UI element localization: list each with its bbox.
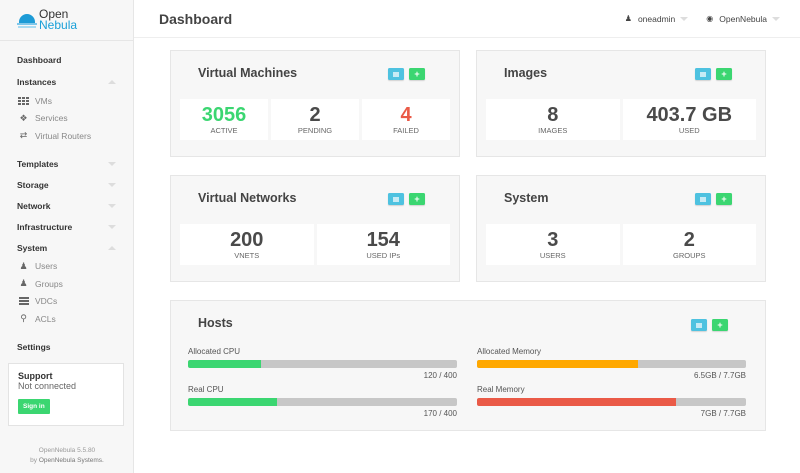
- sidebar-item-dashboard[interactable]: Dashboard: [17, 55, 62, 65]
- list-icon: [393, 196, 399, 202]
- main-content: Dashboard ♟ oneadmin ◉ OpenNebula Virtua…: [134, 0, 800, 473]
- list-icon: [696, 322, 702, 328]
- panel-title: Virtual Machines: [198, 66, 298, 80]
- sidebar-item-storage[interactable]: Storage: [0, 175, 133, 196]
- version-text: OpenNebula 5.5.80: [38, 447, 96, 454]
- sidebar-item-instances[interactable]: Instances: [0, 72, 133, 92]
- users-icon: ♟: [19, 278, 28, 289]
- system-panel: System + 3 USERS 2 GROUPS: [476, 175, 766, 282]
- add-vnet-button[interactable]: +: [409, 193, 425, 205]
- grid-icon: [18, 96, 29, 106]
- sidebar-item-settings[interactable]: Settings: [17, 341, 51, 352]
- list-icon: [700, 196, 706, 202]
- key-icon: ⚲: [20, 313, 27, 324]
- page-title: Dashboard: [159, 10, 233, 27]
- real-cpu-meter: Real CPU 170 / 400: [188, 385, 457, 418]
- list-view-button[interactable]: [695, 193, 711, 205]
- stat-failed[interactable]: 4 FAILED: [362, 99, 450, 140]
- stat-vnets[interactable]: 200 VNETS: [180, 224, 314, 265]
- list-view-button[interactable]: [388, 68, 404, 80]
- panel-title: Hosts: [198, 316, 233, 330]
- stat-users[interactable]: 3 USERS: [486, 224, 620, 265]
- caret-down-icon: [772, 16, 780, 21]
- add-user-button[interactable]: +: [716, 193, 732, 205]
- caret-down-icon: [108, 225, 116, 229]
- sidebar-item-services[interactable]: ❖ Services: [19, 112, 68, 124]
- sidebar-item-virtual-routers[interactable]: ⇄ Virtual Routers: [19, 130, 92, 141]
- sidebar-item-vdcs[interactable]: VDCs: [0, 293, 133, 311]
- stat-groups[interactable]: 2 GROUPS: [622, 224, 756, 265]
- images-panel: Images + 8 IMAGES 403.7 GB USED: [476, 50, 766, 157]
- sidebar-item-templates[interactable]: Templates: [0, 154, 133, 175]
- sidebar-item-users[interactable]: ♟ Users: [19, 260, 58, 272]
- progress-bar: [188, 360, 457, 368]
- brand-line2: Nebula: [39, 18, 78, 32]
- cubes-icon: ❖: [19, 112, 28, 123]
- hosts-panel: Hosts + Allocated CPU 120 / 400 Real CPU…: [170, 300, 766, 431]
- support-box: Support Not connected Sign in: [8, 363, 124, 426]
- allocated-cpu-meter: Allocated CPU 120 / 400: [188, 347, 457, 380]
- caret-up-icon: [108, 245, 116, 250]
- caret-down-icon: [108, 204, 116, 208]
- topbar: Dashboard ♟ oneadmin ◉ OpenNebula: [134, 0, 800, 38]
- progress-bar: [477, 398, 746, 406]
- progress-bar: [188, 398, 457, 406]
- real-memory-meter: Real Memory 7GB / 7.7GB: [477, 385, 746, 418]
- footer: OpenNebula 5.5.80 by OpenNebula Systems.: [0, 446, 134, 466]
- caret-up-icon: [108, 80, 116, 84]
- brand-line1: Open: [39, 7, 69, 21]
- logo[interactable]: Open Nebula: [0, 0, 133, 41]
- sidebar-item-acls[interactable]: ⚲ ACLs: [0, 310, 133, 328]
- user-icon: ♟: [624, 14, 632, 23]
- caret-down-icon: [108, 183, 116, 187]
- sidebar-nav: Dashboard Instances VMs ❖ Services ⇄ Vir…: [0, 41, 133, 357]
- stat-pending[interactable]: 2 PENDING: [271, 99, 359, 140]
- stat-used[interactable]: 403.7 GB USED: [622, 99, 756, 140]
- zone-menu[interactable]: ◉ OpenNebula: [706, 14, 780, 24]
- panel-title: Images: [504, 66, 548, 80]
- user-menu[interactable]: ♟ oneadmin: [625, 14, 689, 24]
- support-title: Support: [18, 371, 53, 381]
- sidebar-item-network[interactable]: Network: [0, 196, 133, 217]
- add-image-button[interactable]: +: [716, 68, 732, 80]
- stat-used-ips[interactable]: 154 USED IPs: [316, 224, 450, 265]
- globe-icon: ◉: [706, 14, 714, 23]
- panel-title: System: [504, 191, 549, 205]
- add-host-button[interactable]: +: [712, 319, 728, 331]
- stat-active[interactable]: 3056 ACTIVE: [180, 99, 268, 140]
- panel-title: Virtual Networks: [198, 191, 297, 205]
- sidebar-item-vms[interactable]: VMs: [0, 92, 133, 110]
- support-status: Not connected: [18, 381, 77, 391]
- cloud-logo-icon: [17, 12, 37, 29]
- sidebar-item-groups[interactable]: ♟ Groups: [19, 278, 63, 289]
- sign-in-button[interactable]: Sign in: [18, 399, 50, 414]
- caret-down-icon: [108, 162, 116, 166]
- list-icon: [18, 296, 29, 306]
- progress-bar: [477, 360, 746, 368]
- sidebar-item-infrastructure[interactable]: Infrastructure: [0, 217, 133, 238]
- list-view-button[interactable]: [695, 68, 711, 80]
- sidebar-item-system[interactable]: System: [0, 238, 133, 258]
- allocated-memory-meter: Allocated Memory 6.5GB / 7.7GB: [477, 347, 746, 380]
- list-icon: [393, 71, 399, 77]
- vms-panel: Virtual Machines + 3056 ACTIVE 2 PENDING 4…: [170, 50, 460, 157]
- shuffle-icon: ⇄: [19, 130, 28, 141]
- add-vm-button[interactable]: +: [409, 68, 425, 80]
- company-link[interactable]: OpenNebula Systems.: [38, 457, 104, 464]
- sidebar: Open Nebula Dashboard Instances VMs ❖ Se…: [0, 0, 134, 473]
- stat-images[interactable]: 8 IMAGES: [486, 99, 620, 140]
- list-view-button[interactable]: [691, 319, 707, 331]
- caret-down-icon: [680, 16, 689, 21]
- user-icon: ♟: [19, 260, 28, 271]
- list-icon: [700, 71, 706, 77]
- vnets-panel: Virtual Networks + 200 VNETS 154 USED IPs: [170, 175, 460, 282]
- list-view-button[interactable]: [388, 193, 404, 205]
